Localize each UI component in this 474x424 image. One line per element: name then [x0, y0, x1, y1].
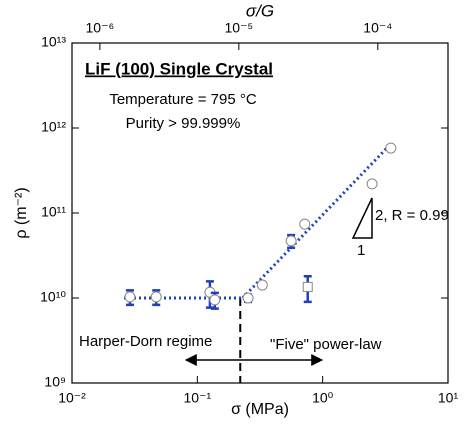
heading: LiF (100) Single Crystal: [85, 59, 273, 78]
purity: Purity > 99.999%: [126, 115, 241, 132]
point: [242, 292, 254, 304]
x2-tick-label: 10⁻⁵: [224, 20, 253, 36]
y-tick-label: 10¹¹: [41, 204, 66, 220]
slope-label: 2, R = 0.99: [375, 207, 449, 224]
y-tick-label: 10¹³: [41, 34, 66, 50]
x2-tick-label: 10⁻⁴: [363, 20, 392, 36]
point: [302, 281, 313, 292]
regime-label: Harper-Dorn regime: [79, 333, 212, 350]
point: [366, 178, 378, 190]
point: [124, 291, 136, 303]
x2-axis-label: σ/G: [246, 1, 274, 20]
x-tick-label: 10⁻²: [58, 390, 86, 406]
point: [385, 142, 397, 154]
y-tick-label: 10⁹: [44, 374, 66, 390]
slope-triangle: [351, 197, 373, 239]
x-tick-label: 10⁰: [312, 390, 334, 406]
y-tick-label: 10¹²: [41, 119, 66, 135]
point: [285, 235, 297, 247]
y-tick-label: 10¹⁰: [40, 289, 66, 305]
x-tick-label: 10⁻¹: [184, 390, 212, 406]
point: [150, 291, 162, 303]
regime-label: "Five" power-law: [270, 336, 382, 353]
x-axis-label: σ (MPa): [231, 401, 289, 418]
x-tick-label: 10¹: [438, 390, 459, 406]
run-label: 1: [357, 242, 365, 259]
point: [299, 218, 311, 230]
point: [209, 294, 221, 306]
point: [256, 279, 268, 291]
temperature: Temperature = 795 °C: [109, 91, 256, 108]
y-axis-label: ρ (m⁻²): [13, 187, 30, 238]
fit-line: [241, 142, 392, 300]
x2-tick-label: 10⁻⁶: [86, 20, 115, 36]
